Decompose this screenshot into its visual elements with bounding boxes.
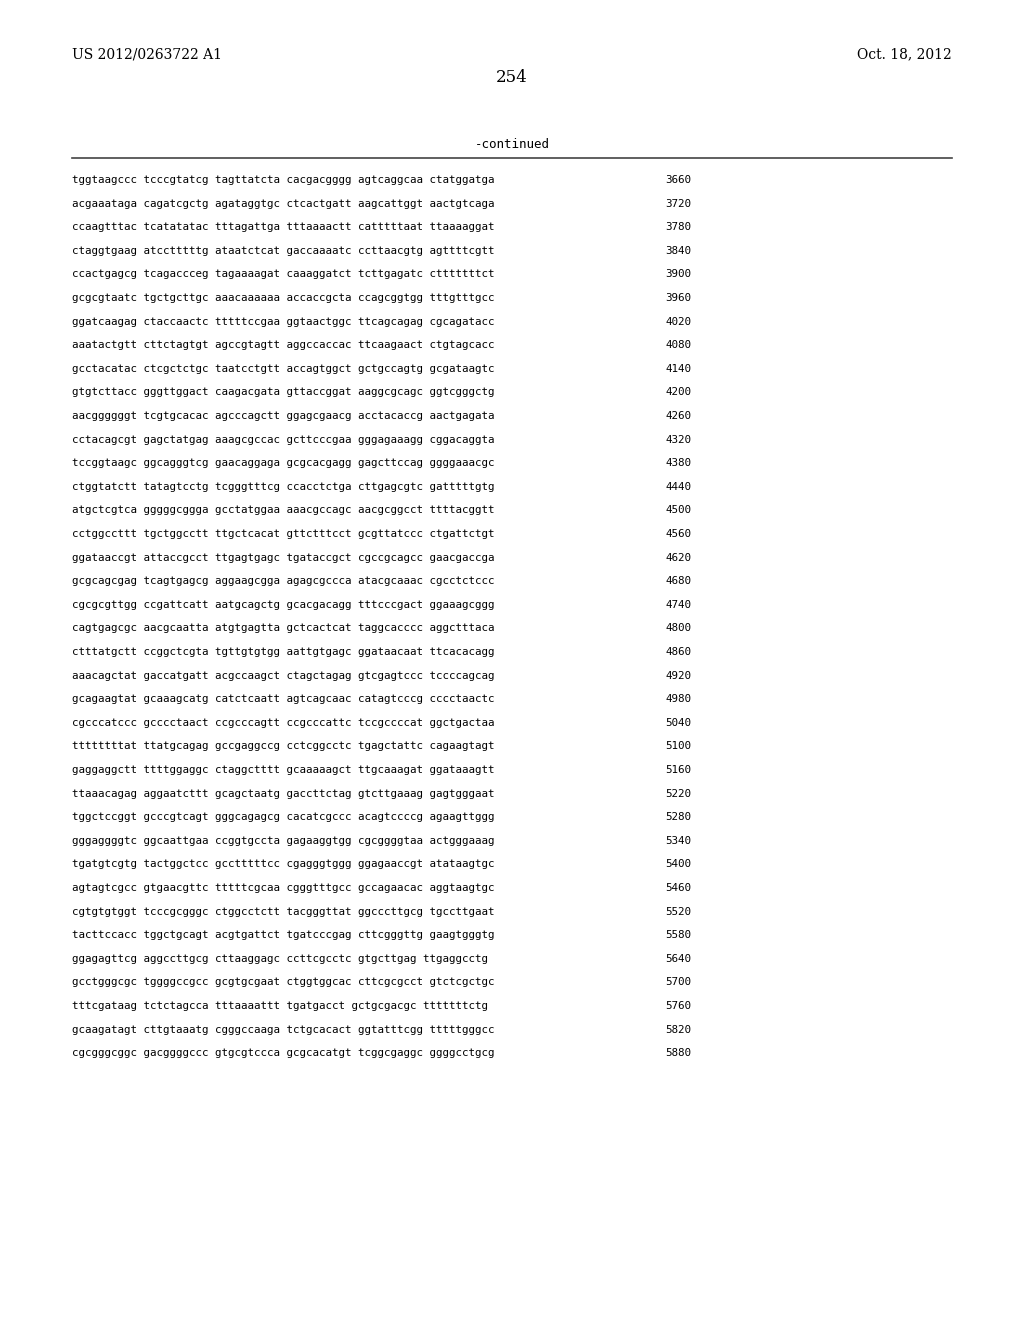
Text: 4200: 4200 [665, 387, 691, 397]
Text: 4980: 4980 [665, 694, 691, 704]
Text: cctacagcgt gagctatgag aaagcgccac gcttcccgaa gggagaaagg cggacaggta: cctacagcgt gagctatgag aaagcgccac gcttccc… [72, 434, 495, 445]
Text: 5160: 5160 [665, 766, 691, 775]
Text: cctggccttt tgctggcctt ttgctcacat gttctttcct gcgttatccc ctgattctgt: cctggccttt tgctggcctt ttgctcacat gttcttt… [72, 529, 495, 539]
Text: 254: 254 [496, 69, 528, 86]
Text: 5220: 5220 [665, 788, 691, 799]
Text: US 2012/0263722 A1: US 2012/0263722 A1 [72, 48, 222, 61]
Text: 3840: 3840 [665, 246, 691, 256]
Text: 5040: 5040 [665, 718, 691, 727]
Text: ccaagtttac tcatatatac tttagattga tttaaaactt catttttaat ttaaaaggat: ccaagtttac tcatatatac tttagattga tttaaaa… [72, 222, 495, 232]
Text: 4920: 4920 [665, 671, 691, 681]
Text: 4020: 4020 [665, 317, 691, 326]
Text: gggaggggtc ggcaattgaa ccggtgccta gagaaggtgg cgcggggtaa actgggaaag: gggaggggtc ggcaattgaa ccggtgccta gagaagg… [72, 836, 495, 846]
Text: 3720: 3720 [665, 198, 691, 209]
Text: 4860: 4860 [665, 647, 691, 657]
Text: ggatcaagag ctaccaactc tttttccgaa ggtaactggc ttcagcagag cgcagatacc: ggatcaagag ctaccaactc tttttccgaa ggtaact… [72, 317, 495, 326]
Text: ggagagttcg aggccttgcg cttaaggagc ccttcgcctc gtgcttgag ttgaggcctg: ggagagttcg aggccttgcg cttaaggagc ccttcgc… [72, 954, 488, 964]
Text: 4680: 4680 [665, 577, 691, 586]
Text: cgcccatccc gcccctaact ccgcccagtt ccgcccattc tccgccccat ggctgactaa: cgcccatccc gcccctaact ccgcccagtt ccgccca… [72, 718, 495, 727]
Text: cgcgggcggc gacggggccc gtgcgtccca gcgcacatgt tcggcgaggc ggggcctgcg: cgcgggcggc gacggggccc gtgcgtccca gcgcaca… [72, 1048, 495, 1059]
Text: aaatactgtt cttctagtgt agccgtagtt aggccaccac ttcaagaact ctgtagcacc: aaatactgtt cttctagtgt agccgtagtt aggccac… [72, 341, 495, 350]
Text: 4320: 4320 [665, 434, 691, 445]
Text: ttaaacagag aggaatcttt gcagctaatg gaccttctag gtcttgaaag gagtgggaat: ttaaacagag aggaatcttt gcagctaatg gaccttc… [72, 788, 495, 799]
Text: 3900: 3900 [665, 269, 691, 280]
Text: 4440: 4440 [665, 482, 691, 492]
Text: gaggaggctt ttttggaggc ctaggctttt gcaaaaagct ttgcaaagat ggataaagtt: gaggaggctt ttttggaggc ctaggctttt gcaaaaa… [72, 766, 495, 775]
Text: gtgtcttacc gggttggact caagacgata gttaccggat aaggcgcagc ggtcgggctg: gtgtcttacc gggttggact caagacgata gttaccg… [72, 387, 495, 397]
Text: gcctacatac ctcgctctgc taatcctgtt accagtggct gctgccagtg gcgataagtc: gcctacatac ctcgctctgc taatcctgtt accagtg… [72, 364, 495, 374]
Text: tggtaagccc tcccgtatcg tagttatcta cacgacgggg agtcaggcaa ctatggatga: tggtaagccc tcccgtatcg tagttatcta cacgacg… [72, 176, 495, 185]
Text: 4740: 4740 [665, 599, 691, 610]
Text: tttcgataag tctctagcca tttaaaattt tgatgacct gctgcgacgc tttttttctg: tttcgataag tctctagcca tttaaaattt tgatgac… [72, 1001, 488, 1011]
Text: 5460: 5460 [665, 883, 691, 894]
Text: cagtgagcgc aacgcaatta atgtgagtta gctcactcat taggcacccc aggctttaca: cagtgagcgc aacgcaatta atgtgagtta gctcact… [72, 623, 495, 634]
Text: 5520: 5520 [665, 907, 691, 916]
Text: -continued: -continued [474, 139, 550, 150]
Text: ctggtatctt tatagtcctg tcgggtttcg ccacctctga cttgagcgtc gatttttgtg: ctggtatctt tatagtcctg tcgggtttcg ccacctc… [72, 482, 495, 492]
Text: gcagaagtat gcaaagcatg catctcaatt agtcagcaac catagtcccg cccctaactc: gcagaagtat gcaaagcatg catctcaatt agtcagc… [72, 694, 495, 704]
Text: 5760: 5760 [665, 1001, 691, 1011]
Text: 5100: 5100 [665, 742, 691, 751]
Text: tacttccacc tggctgcagt acgtgattct tgatcccgag cttcgggttg gaagtgggtg: tacttccacc tggctgcagt acgtgattct tgatccc… [72, 931, 495, 940]
Text: tggctccggt gcccgtcagt gggcagagcg cacatcgccc acagtccccg agaagttggg: tggctccggt gcccgtcagt gggcagagcg cacatcg… [72, 812, 495, 822]
Text: tgatgtcgtg tactggctcc gcctttttcc cgagggtggg ggagaaccgt atataagtgc: tgatgtcgtg tactggctcc gcctttttcc cgagggt… [72, 859, 495, 870]
Text: ccactgagcg tcagaccceg tagaaaagat caaaggatct tcttgagatc ctttttttct: ccactgagcg tcagaccceg tagaaaagat caaagga… [72, 269, 495, 280]
Text: 4620: 4620 [665, 553, 691, 562]
Text: ttttttttat ttatgcagag gccgaggccg cctcggcctc tgagctattc cagaagtagt: ttttttttat ttatgcagag gccgaggccg cctcggc… [72, 742, 495, 751]
Text: cgcgcgttgg ccgattcatt aatgcagctg gcacgacagg tttcccgact ggaaagcggg: cgcgcgttgg ccgattcatt aatgcagctg gcacgac… [72, 599, 495, 610]
Text: 5340: 5340 [665, 836, 691, 846]
Text: 4800: 4800 [665, 623, 691, 634]
Text: ggataaccgt attaccgcct ttgagtgagc tgataccgct cgccgcagcc gaacgaccga: ggataaccgt attaccgcct ttgagtgagc tgatacc… [72, 553, 495, 562]
Text: aaacagctat gaccatgatt acgccaagct ctagctagag gtcgagtccc tccccagcag: aaacagctat gaccatgatt acgccaagct ctagcta… [72, 671, 495, 681]
Text: 4140: 4140 [665, 364, 691, 374]
Text: 5880: 5880 [665, 1048, 691, 1059]
Text: 5700: 5700 [665, 977, 691, 987]
Text: ctaggtgaag atcctttttg ataatctcat gaccaaaatc ccttaacgtg agttttcgtt: ctaggtgaag atcctttttg ataatctcat gaccaaa… [72, 246, 495, 256]
Text: 4560: 4560 [665, 529, 691, 539]
Text: 4080: 4080 [665, 341, 691, 350]
Text: gcctgggcgc tggggccgcc gcgtgcgaat ctggtggcac cttcgcgcct gtctcgctgc: gcctgggcgc tggggccgcc gcgtgcgaat ctggtgg… [72, 977, 495, 987]
Text: ctttatgctt ccggctcgta tgttgtgtgg aattgtgagc ggataacaat ttcacacagg: ctttatgctt ccggctcgta tgttgtgtgg aattgtg… [72, 647, 495, 657]
Text: atgctcgtca gggggcggga gcctatggaa aaacgccagc aacgcggcct ttttacggtt: atgctcgtca gggggcggga gcctatggaa aaacgcc… [72, 506, 495, 515]
Text: Oct. 18, 2012: Oct. 18, 2012 [857, 48, 952, 61]
Text: acgaaataga cagatcgctg agataggtgc ctcactgatt aagcattggt aactgtcaga: acgaaataga cagatcgctg agataggtgc ctcactg… [72, 198, 495, 209]
Text: 3660: 3660 [665, 176, 691, 185]
Text: 5640: 5640 [665, 954, 691, 964]
Text: 4260: 4260 [665, 411, 691, 421]
Text: 5280: 5280 [665, 812, 691, 822]
Text: 3960: 3960 [665, 293, 691, 304]
Text: 4380: 4380 [665, 458, 691, 469]
Text: 5580: 5580 [665, 931, 691, 940]
Text: 5820: 5820 [665, 1024, 691, 1035]
Text: agtagtcgcc gtgaacgttc tttttcgcaa cgggtttgcc gccagaacac aggtaagtgc: agtagtcgcc gtgaacgttc tttttcgcaa cgggttt… [72, 883, 495, 894]
Text: 4500: 4500 [665, 506, 691, 515]
Text: gcgcagcgag tcagtgagcg aggaagcgga agagcgccca atacgcaaac cgcctctccc: gcgcagcgag tcagtgagcg aggaagcgga agagcgc… [72, 577, 495, 586]
Text: gcaagatagt cttgtaaatg cgggccaaga tctgcacact ggtatttcgg tttttgggcc: gcaagatagt cttgtaaatg cgggccaaga tctgcac… [72, 1024, 495, 1035]
Text: cgtgtgtggt tcccgcgggc ctggcctctt tacgggttat ggcccttgcg tgccttgaat: cgtgtgtggt tcccgcgggc ctggcctctt tacgggt… [72, 907, 495, 916]
Text: 3780: 3780 [665, 222, 691, 232]
Text: aacggggggt tcgtgcacac agcccagctt ggagcgaacg acctacaccg aactgagata: aacggggggt tcgtgcacac agcccagctt ggagcga… [72, 411, 495, 421]
Text: tccggtaagc ggcagggtcg gaacaggaga gcgcacgagg gagcttccag ggggaaacgc: tccggtaagc ggcagggtcg gaacaggaga gcgcacg… [72, 458, 495, 469]
Text: 5400: 5400 [665, 859, 691, 870]
Text: gcgcgtaatc tgctgcttgc aaacaaaaaa accaccgcta ccagcggtgg tttgtttgcc: gcgcgtaatc tgctgcttgc aaacaaaaaa accaccg… [72, 293, 495, 304]
